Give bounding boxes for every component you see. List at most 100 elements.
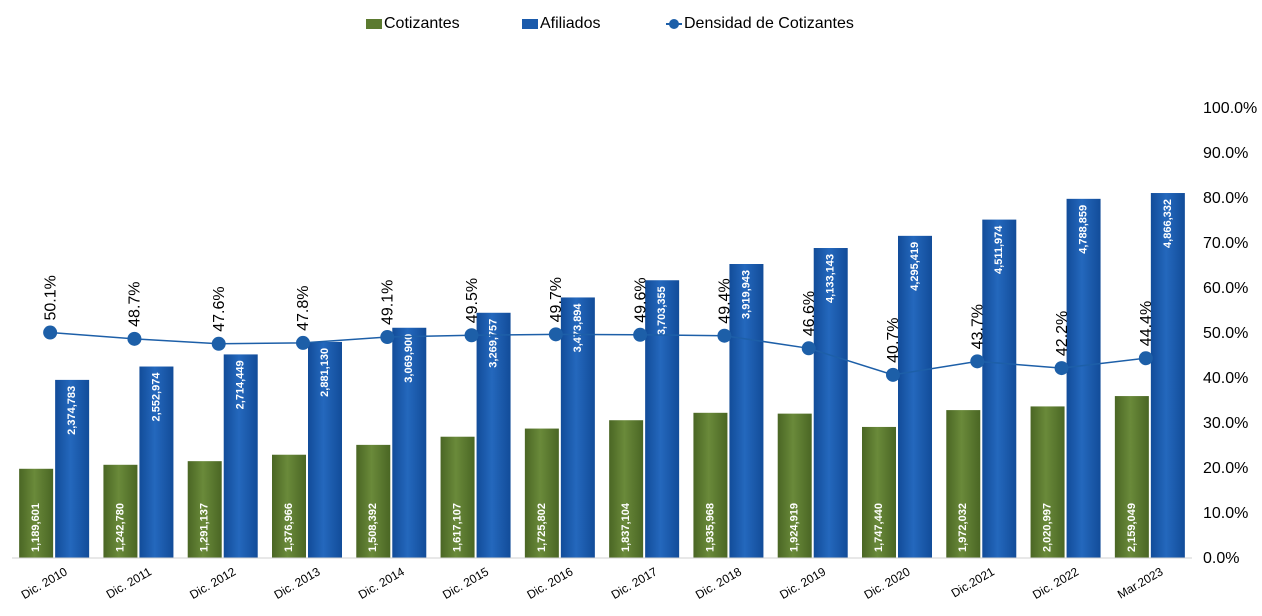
density-point (970, 354, 985, 369)
data-label-cotizantes: 1,189,601 (30, 503, 42, 552)
bar-afiliados (1150, 193, 1185, 559)
bars-layer: 1,189,601 2,374,783 1,242,780 2,552,974 1,29… (19, 193, 1185, 559)
chart-legend: Cotizantes Afiliados Densidad de Cotizan… (0, 12, 1262, 36)
bar-cotizantes (272, 454, 306, 558)
density-data-label: 40.7% (885, 317, 902, 362)
data-label-afiliados: 3,473,894 (572, 303, 584, 353)
density-data-label: 49.5% (464, 278, 481, 323)
bar-cotizantes (609, 420, 644, 558)
density-point (380, 330, 395, 345)
x-tick-label: Dic. 2019 (777, 564, 828, 602)
bar-cotizantes (103, 464, 138, 558)
x-tick-label: Dic. 2013 (272, 564, 323, 602)
density-data-label: 49.6% (632, 277, 649, 322)
data-label-afiliados: 4,788,859 (1077, 205, 1089, 254)
bar-afiliados (898, 235, 932, 559)
density-point (464, 328, 479, 343)
x-tick-label: Dic.2021 (949, 564, 997, 600)
data-label-cotizantes: 1,291,137 (199, 503, 211, 552)
bar-cotizantes (1114, 396, 1149, 558)
bar-cotizantes (356, 444, 391, 558)
bar-afiliados (55, 379, 90, 558)
bar-afiliados (560, 297, 595, 558)
legend-item-afiliados: Afiliados (522, 12, 600, 36)
data-label-cotizantes: 1,935,968 (704, 503, 716, 552)
density-data-label: 47.6% (211, 286, 228, 331)
density-point (211, 336, 226, 351)
bar-afiliados (139, 366, 174, 558)
data-label-afiliados: 4,866,332 (1162, 199, 1174, 248)
y-right-tick-label: 40.0% (1203, 370, 1248, 387)
data-label-afiliados: 3,069,900 (403, 334, 415, 383)
legend-label-cotizantes: Cotizantes (384, 15, 460, 32)
density-data-label: 47.8% (295, 286, 312, 331)
bar-afiliados (476, 312, 511, 558)
x-tick-label: Dic. 2014 (356, 564, 407, 602)
x-tick-label: Dic. 2015 (440, 564, 491, 602)
bar-cotizantes (524, 428, 559, 558)
x-tick-label: Dic. 2011 (104, 564, 154, 601)
bar-cotizantes (946, 410, 981, 558)
density-data-label: 46.6% (801, 291, 818, 336)
legend-item-cotizantes: Cotizantes (366, 12, 460, 36)
y-right-tick-label: 90.0% (1203, 145, 1248, 162)
data-label-afiliados: 3,703,355 (656, 286, 668, 335)
bar-afiliados (982, 219, 1017, 559)
data-label-cotizantes: 1,508,392 (367, 503, 379, 552)
density-data-label: 50.1% (42, 275, 59, 320)
legend-item-densidad: Densidad de Cotizantes (666, 12, 854, 36)
data-label-cotizantes: 1,747,440 (873, 503, 885, 552)
data-label-afiliados: 2,881,130 (319, 348, 331, 397)
y-right-tick-label: 60.0% (1203, 280, 1248, 297)
bar-afiliados (1066, 198, 1101, 558)
bar-afiliados (729, 264, 764, 558)
x-tick-label: Dic. 2020 (862, 564, 913, 602)
density-data-label: 49.4% (717, 278, 734, 323)
data-label-cotizantes: 1,725,802 (536, 503, 548, 552)
data-label-afiliados: 4,511,974 (993, 225, 1005, 274)
bar-cotizantes (187, 461, 222, 558)
legend-label-afiliados: Afiliados (540, 15, 601, 32)
data-label-cotizantes: 1,242,780 (114, 503, 126, 552)
data-label-cotizantes: 2,159,049 (1126, 503, 1138, 552)
y-right-tick-label: 80.0% (1203, 190, 1248, 207)
x-tick-label: Mar.2023 (1115, 564, 1166, 601)
x-tick-label: Dic. 2016 (524, 564, 575, 602)
bar-cotizantes (777, 413, 812, 558)
data-label-afiliados: 2,552,974 (150, 372, 162, 422)
density-data-label: 42.2% (1054, 311, 1071, 356)
density-series-line (50, 331, 1146, 376)
bar-cotizantes (693, 412, 728, 558)
data-label-cotizantes: 1,924,919 (789, 503, 801, 552)
bar-cotizantes (862, 426, 896, 558)
y-right-tick-label: 100.0% (1203, 100, 1257, 117)
density-point (43, 325, 58, 340)
legend-swatch-afiliados (522, 19, 538, 29)
bar-afiliados (392, 327, 427, 558)
x-tick-label: Dic. 2012 (187, 564, 238, 602)
legend-swatch-densidad (666, 19, 682, 29)
bar-cotizantes (440, 436, 475, 558)
bar-afiliados (308, 341, 342, 558)
y-right-tick-label: 0.0% (1203, 550, 1239, 567)
density-data-label: 49.1% (380, 280, 397, 325)
legend-label-densidad: Densidad de Cotizantes (684, 15, 854, 32)
bar-cotizantes (19, 468, 54, 558)
y-right-tick-label: 70.0% (1203, 235, 1248, 252)
x-tick-label: Dic. 2017 (609, 564, 660, 602)
x-tick-label: Dic. 2018 (693, 564, 744, 602)
density-point (801, 341, 816, 356)
density-point (296, 335, 310, 350)
density-point (717, 328, 732, 343)
data-label-afiliados: 2,714,449 (235, 360, 247, 409)
legend-swatch-cotizantes (366, 19, 382, 29)
density-point (1138, 351, 1153, 366)
data-label-cotizantes: 1,972,032 (957, 503, 969, 552)
density-point (886, 367, 900, 382)
data-label-afiliados: 4,133,143 (825, 254, 837, 303)
data-label-afiliados: 3,919,943 (740, 270, 752, 319)
x-tick-label: Dic. 2010 (19, 564, 70, 602)
data-label-cotizantes: 1,617,107 (451, 503, 463, 552)
bar-afiliados (813, 248, 848, 558)
data-label-afiliados: 2,374,783 (66, 386, 78, 435)
